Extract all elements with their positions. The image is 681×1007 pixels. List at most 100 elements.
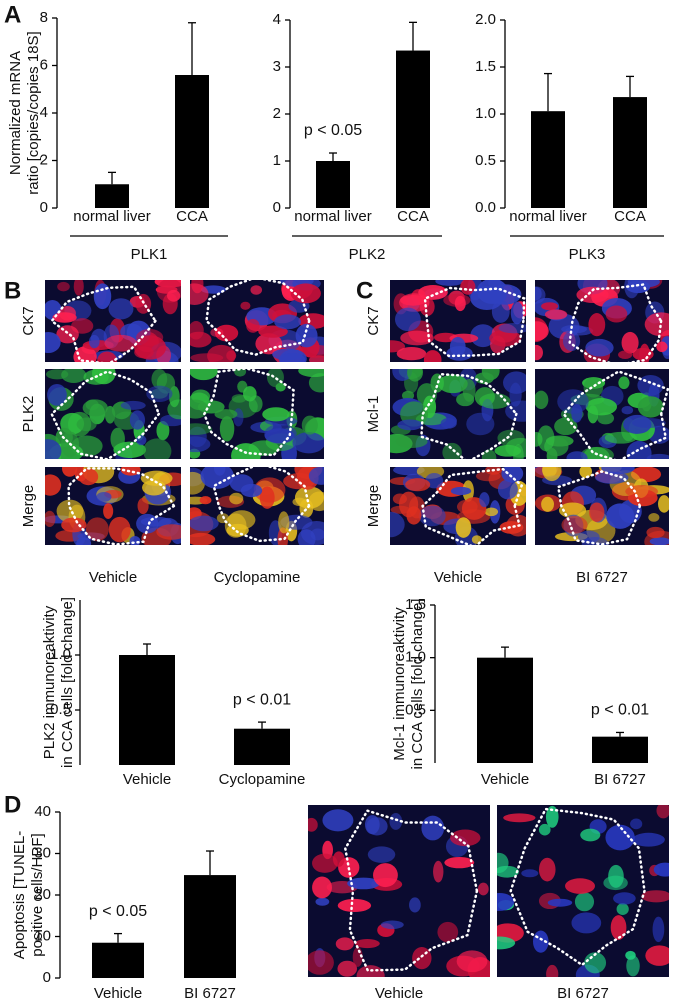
- cell: [396, 347, 427, 361]
- cell: [623, 414, 652, 434]
- outline: [202, 369, 295, 457]
- outline: [556, 470, 642, 545]
- micrograph-content: [190, 467, 324, 545]
- y-axis-label: ratio [copies/copies 18S]: [25, 31, 42, 194]
- cell: [85, 517, 109, 542]
- cell: [462, 378, 476, 402]
- cell: [506, 514, 526, 537]
- cell: [576, 286, 609, 303]
- cell: [503, 371, 526, 394]
- column-label: Cyclopamine: [214, 569, 301, 586]
- cell: [497, 892, 515, 911]
- cell: [120, 467, 141, 476]
- cell: [562, 331, 581, 351]
- cell: [190, 369, 218, 381]
- x-tick-label: BI 6727: [594, 771, 646, 788]
- cell: [603, 875, 628, 891]
- annotation: p < 0.01: [591, 702, 649, 719]
- cell: [521, 869, 539, 878]
- bar: [175, 75, 209, 208]
- cell: [255, 333, 283, 355]
- cell: [389, 812, 403, 830]
- cell: [167, 399, 181, 420]
- cell: [45, 510, 56, 527]
- y-axis-label: Mcl-1 immunoreaktivity: [391, 607, 408, 761]
- cell: [108, 298, 134, 320]
- x-tick-label: Cyclopamine: [219, 771, 306, 788]
- outline: [509, 807, 646, 967]
- cell: [240, 483, 263, 498]
- cell: [45, 474, 62, 496]
- cell: [367, 846, 396, 863]
- group-label: PLK1: [131, 246, 168, 263]
- micrograph: [45, 280, 181, 362]
- outline: [562, 370, 669, 459]
- cell: [337, 960, 358, 977]
- cell: [566, 451, 588, 459]
- cell: [292, 497, 307, 507]
- cell: [62, 467, 78, 477]
- y-tick-label: 1.0: [50, 646, 71, 663]
- column-label: Vehicle: [434, 569, 482, 586]
- cell: [589, 502, 605, 522]
- cell: [501, 467, 524, 483]
- cell: [390, 505, 411, 514]
- cell: [190, 399, 209, 419]
- cell: [489, 329, 522, 347]
- micrograph: [45, 369, 181, 459]
- cell: [136, 435, 147, 446]
- micrograph: [390, 369, 526, 459]
- cell: [446, 346, 473, 361]
- cell: [409, 897, 421, 913]
- micrograph: [497, 805, 669, 977]
- micrograph: [535, 369, 669, 459]
- cell: [108, 516, 131, 543]
- cell: [190, 532, 216, 545]
- y-tick-label: 0: [43, 969, 51, 986]
- y-tick-label: 1.0: [405, 649, 426, 666]
- column-label: Vehicle: [375, 985, 423, 1002]
- annotation: p < 0.05: [89, 903, 147, 920]
- cell: [104, 334, 138, 352]
- outline: [423, 286, 526, 358]
- bar: [234, 728, 290, 765]
- cell: [537, 425, 555, 452]
- cell: [298, 369, 324, 378]
- cell: [354, 939, 380, 949]
- bar: [613, 97, 647, 208]
- micrograph: [190, 280, 324, 362]
- cell: [625, 484, 659, 498]
- cell: [401, 390, 415, 401]
- cell: [380, 920, 404, 930]
- cell: [646, 526, 665, 539]
- cell: [546, 964, 559, 977]
- x-tick-label: CCA: [397, 208, 429, 225]
- y-tick-label: 0.5: [50, 701, 71, 718]
- micrograph-content: [190, 369, 324, 459]
- y-tick-label: 0: [273, 199, 281, 216]
- micrograph-content: [45, 467, 181, 545]
- cell: [546, 447, 558, 459]
- cell: [585, 338, 614, 357]
- cell: [73, 280, 84, 296]
- cell: [312, 876, 332, 899]
- y-axis-label: in CCA cells [fold change]: [59, 597, 76, 768]
- micrograph-content: [497, 805, 669, 977]
- cell: [503, 813, 536, 823]
- cell: [308, 950, 334, 975]
- cell: [538, 857, 556, 882]
- cell: [618, 350, 633, 360]
- cell: [561, 516, 588, 534]
- cell: [258, 325, 288, 338]
- outline: [568, 283, 663, 362]
- cell: [652, 916, 665, 943]
- cell: [442, 442, 462, 459]
- annotation: p < 0.05: [304, 122, 362, 139]
- cell: [210, 328, 224, 337]
- cell: [278, 353, 306, 362]
- x-tick-label: CCA: [614, 208, 646, 225]
- cell: [56, 499, 84, 523]
- y-tick-label: 0.0: [475, 199, 496, 216]
- row-label: PLK2: [20, 396, 37, 433]
- y-axis-label: in CCA cells [fold change]: [409, 599, 426, 770]
